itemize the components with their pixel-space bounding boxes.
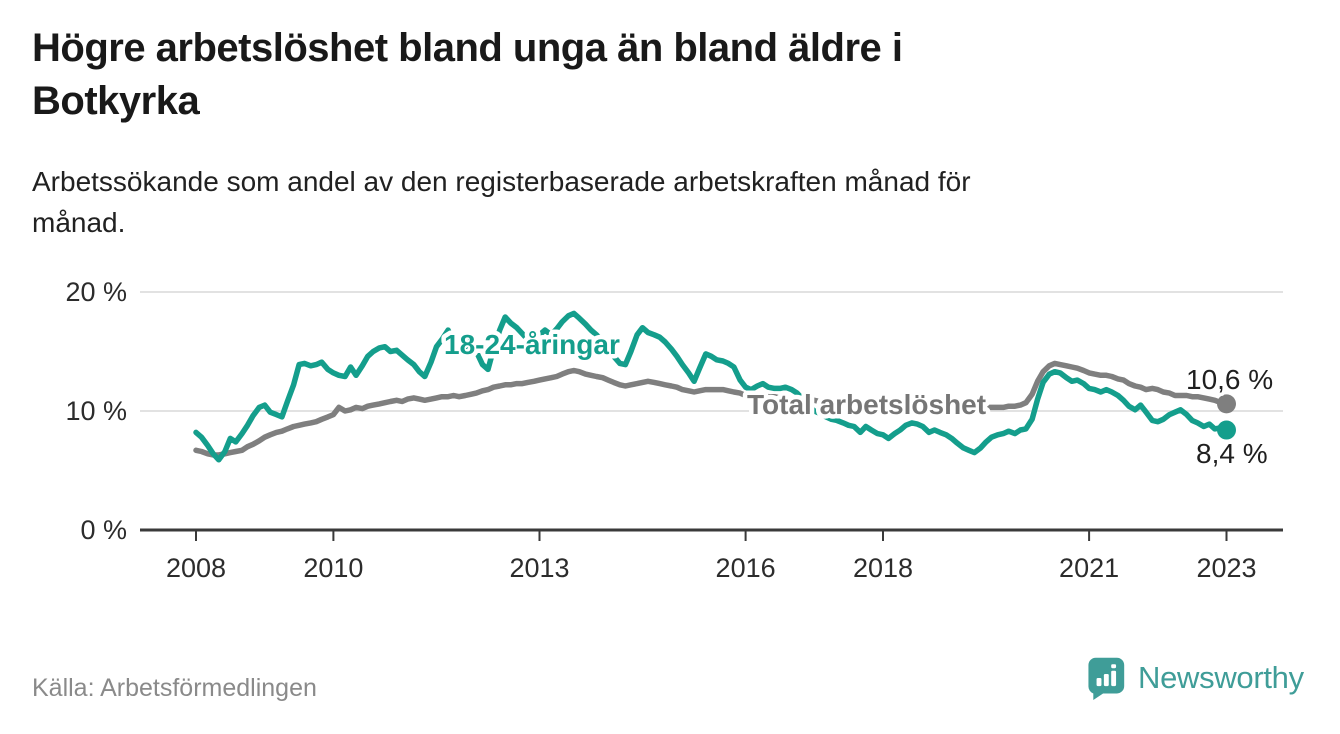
x-tick-label-2008: 2008 xyxy=(166,553,226,583)
y-tick-label-10: 10 % xyxy=(65,396,127,426)
series-end-dot-total xyxy=(1217,394,1236,414)
logo-bar-dot xyxy=(1111,664,1117,669)
page-title-line1: Högre arbetslöshet bland unga än bland ä… xyxy=(32,26,903,70)
y-tick-label-0: 0 % xyxy=(80,515,127,545)
series-label-youth: 18-24-åringar xyxy=(444,329,620,360)
series-end-label-total: 10,6 % xyxy=(1186,364,1273,395)
chart-subtitle: Arbetssökande som andel av den registerb… xyxy=(32,162,1232,243)
chart-subtitle-line1: Arbetssökande som andel av den registerb… xyxy=(32,166,971,197)
x-tick-label-2021: 2021 xyxy=(1059,553,1119,583)
newsworthy-logo: Newsworthy xyxy=(1086,656,1304,700)
x-tick-label-2016: 2016 xyxy=(716,553,776,583)
x-tick-label-2013: 2013 xyxy=(509,553,569,583)
logo-bar-small xyxy=(1096,678,1102,687)
logo-bar-medium xyxy=(1103,673,1109,687)
page-title: Högre arbetslöshet bland unga än bland ä… xyxy=(32,22,1222,128)
chart-subtitle-line2: månad. xyxy=(32,206,126,238)
newsworthy-logo-icon xyxy=(1088,657,1125,700)
y-tick-label-20: 20 % xyxy=(65,277,127,307)
series-line-total xyxy=(193,360,1230,458)
page-title-line2: Botkyrka xyxy=(32,78,200,123)
x-tick-label-2010: 2010 xyxy=(303,553,363,583)
source-note: Källa: Arbetsförmedlingen xyxy=(32,674,317,702)
series-end-dot-youth xyxy=(1217,420,1236,440)
newsworthy-logo-text: Newsworthy xyxy=(1138,660,1304,695)
series-line-youth xyxy=(193,310,1230,463)
x-tick-label-2023: 2023 xyxy=(1196,553,1256,583)
logo-bar-tall xyxy=(1111,670,1117,687)
x-tick-label-2018: 2018 xyxy=(853,553,913,583)
series-label-total: Total arbetslöshet xyxy=(747,389,986,420)
series-end-label-youth: 8,4 % xyxy=(1196,438,1268,469)
